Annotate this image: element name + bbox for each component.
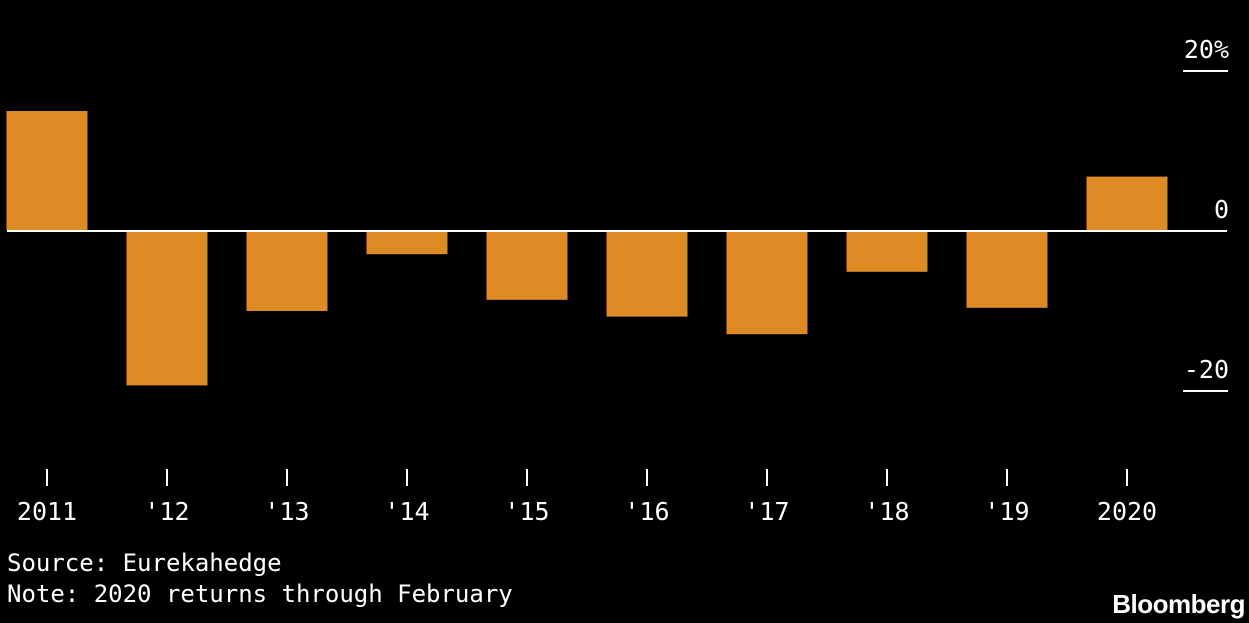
bar-12 [126, 231, 208, 386]
x-tick-label: '14 [384, 497, 429, 526]
bars-group [6, 111, 1168, 386]
y-tick-label: 0 [1214, 195, 1229, 224]
bar-18 [846, 231, 928, 272]
x-tick-label: 2011 [17, 497, 77, 526]
bar-17 [726, 231, 808, 335]
y-axis: 20% 0 -20 [1183, 35, 1229, 392]
bar-2011 [6, 111, 88, 231]
x-tick-label: '18 [864, 497, 909, 526]
bar-19 [966, 231, 1048, 308]
footnote: Note: 2020 returns through February [7, 580, 513, 608]
x-tick-label: '19 [984, 497, 1029, 526]
bar-2020 [1086, 176, 1168, 231]
bar-14 [366, 231, 448, 255]
x-tick-label: '12 [144, 497, 189, 526]
x-tick-label: 2020 [1097, 497, 1157, 526]
y-tick-label: 20% [1184, 35, 1229, 64]
source-note: Source: Eurekahedge [7, 549, 282, 577]
x-tick-label: '15 [504, 497, 549, 526]
bloomberg-logo: Bloomberg [1112, 589, 1245, 619]
x-tick-label: '16 [624, 497, 669, 526]
x-tick-label: '13 [264, 497, 309, 526]
bar-16 [606, 231, 688, 317]
y-tick-label: -20 [1184, 355, 1229, 384]
bar-13 [246, 231, 328, 311]
x-axis: 2011 '12 '13 '14 '15 '16 '17 '18 '19 2020 [17, 469, 1157, 526]
bar-15 [486, 231, 568, 300]
bar-chart: 20% 0 -20 2011 '12 '13 '14 '15 '16 '17 '18 '19 2020 [6, 35, 1229, 526]
x-tick-label: '17 [744, 497, 789, 526]
